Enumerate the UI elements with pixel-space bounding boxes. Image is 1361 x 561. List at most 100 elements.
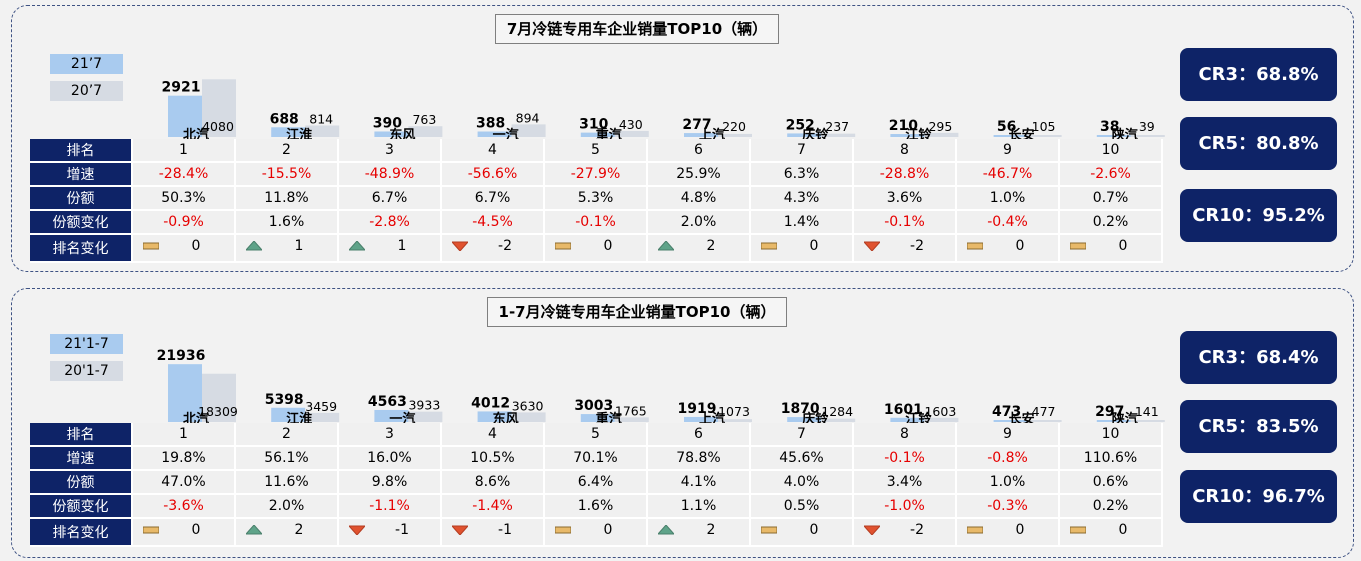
bar-current — [787, 417, 822, 422]
table-cell: 1 — [132, 423, 236, 447]
table-cell: -0.1% — [544, 210, 648, 235]
rank-change-value: 1 — [397, 238, 407, 254]
table-cell: 45.6% — [750, 446, 854, 471]
table-cell: 0.2% — [1059, 494, 1163, 519]
table-cell: 5 — [544, 423, 648, 447]
table-cell: 78.8% — [647, 446, 751, 471]
data-label-current: 310 — [579, 117, 608, 133]
table-cell: -15.5% — [235, 162, 339, 187]
table-cell: 0 — [1059, 518, 1163, 547]
data-label-previous: 295 — [928, 119, 952, 134]
table-cell: 6.7% — [338, 186, 442, 211]
legend-current: 21’7 — [50, 54, 123, 74]
rank-change-value: 0 — [1118, 238, 1128, 254]
rank-change-value: 0 — [1015, 522, 1025, 538]
cr5-badge: CR5：80.8% — [1180, 117, 1337, 170]
cr3-badge: CR3：68.4% — [1180, 331, 1337, 384]
flat-bar-icon — [761, 242, 777, 250]
data-label-current: 277 — [682, 117, 711, 133]
bar-current — [1096, 135, 1131, 137]
data-label-current: 388 — [476, 116, 505, 132]
table-cell: 7 — [750, 139, 854, 163]
share-change-row: 份额变化 -0.9% 1.6% -2.8% -4.5% -0.1% 2.0% 1.4% -0.1… — [30, 210, 1163, 235]
bar-previous — [1027, 135, 1062, 137]
table-cell: 5 — [544, 139, 648, 163]
bar-previous — [511, 412, 546, 422]
table-cell: 0 — [956, 518, 1060, 547]
flat-bar-icon — [555, 526, 571, 534]
bar-current — [580, 132, 615, 137]
bar-previous — [718, 133, 752, 137]
rank-change-value: -1 — [498, 522, 512, 538]
data-label-previous: 1284 — [821, 404, 853, 419]
table-cell: 3 — [338, 139, 442, 163]
table-cell: -48.9% — [338, 162, 442, 187]
table-cell: 10 — [1059, 423, 1163, 447]
panel-title: 7月冷链专用车企业销量TOP10（辆） — [495, 14, 779, 44]
bar-current — [477, 131, 512, 137]
table-cell: 0 — [1059, 234, 1163, 263]
table-cell: 8.6% — [441, 470, 545, 495]
table-cell: -4.5% — [441, 210, 545, 235]
table-cell: 47.0% — [132, 470, 236, 495]
rank-change-value: -2 — [498, 238, 512, 254]
up-arrow-icon — [349, 241, 365, 251]
table-cell: -0.8% — [956, 446, 1060, 471]
table-cell: 6 — [647, 423, 751, 447]
table-cell: 1.6% — [544, 494, 648, 519]
bar-previous — [408, 411, 443, 422]
data-label-previous: 763 — [412, 112, 436, 127]
data-label-current: 21936 — [157, 348, 206, 364]
bar-previous — [614, 417, 649, 422]
data-label-current: 5398 — [265, 392, 304, 408]
table-cell: -2 — [853, 518, 957, 547]
data-label-previous: 237 — [825, 119, 849, 134]
down-arrow-icon — [452, 525, 468, 535]
bar-previous — [924, 417, 959, 422]
bar-previous — [821, 418, 856, 422]
bar-current — [168, 95, 202, 137]
down-arrow-icon — [864, 241, 880, 251]
table-cell: -3.6% — [132, 494, 236, 519]
table-cell: 6.4% — [544, 470, 648, 495]
table-cell: 2.0% — [235, 494, 339, 519]
table-cell: 50.3% — [132, 186, 236, 211]
table-cell: 3.4% — [853, 470, 957, 495]
table-cell: 0.7% — [1059, 186, 1163, 211]
row-header: 份额变化 — [30, 210, 133, 235]
bar-previous — [202, 373, 236, 422]
metrics-table: 排名 1 2 3 4 5 6 7 8 9 10 增速 19.8% 56.1% 16.0% 10.5% 70.1%… — [30, 423, 1163, 547]
cr5-badge: CR5：83.5% — [1180, 400, 1337, 453]
table-cell: 5.3% — [544, 186, 648, 211]
data-label-previous: 430 — [619, 117, 643, 132]
table-cell: 25.9% — [647, 162, 751, 187]
table-cell: 0 — [544, 518, 648, 547]
data-label-current: 2921 — [162, 80, 201, 96]
table-cell: 0.6% — [1059, 470, 1163, 495]
rank-change-value: 0 — [809, 238, 819, 254]
rank-change-row: 排名变化 0 2 -1 -1 0 2 0 -2 0 0 — [30, 518, 1163, 547]
table-cell: 1.0% — [956, 186, 1060, 211]
bar-current — [477, 411, 512, 422]
table-cell: 4 — [441, 139, 545, 163]
table-cell: 0.2% — [1059, 210, 1163, 235]
bar-current — [168, 364, 202, 422]
table-cell: 0 — [132, 234, 236, 263]
data-label-previous: 3933 — [408, 398, 440, 413]
table-cell: -1 — [338, 518, 442, 547]
data-label-previous: 1765 — [615, 403, 647, 418]
rank-change-value: -2 — [910, 522, 924, 538]
table-cell: 19.8% — [132, 446, 236, 471]
table-cell: 4.8% — [647, 186, 751, 211]
rank-change-value: 0 — [191, 238, 201, 254]
table-cell: 0 — [544, 234, 648, 263]
table-cell: 7 — [750, 423, 854, 447]
row-header: 份额 — [30, 470, 133, 495]
table-cell: 16.0% — [338, 446, 442, 471]
table-cell: 2.0% — [647, 210, 751, 235]
table-cell: 1.4% — [750, 210, 854, 235]
bar-previous — [1130, 420, 1165, 422]
rank-change-value: 2 — [706, 522, 716, 538]
bar-current — [993, 135, 1028, 137]
table-cell: 10 — [1059, 139, 1163, 163]
